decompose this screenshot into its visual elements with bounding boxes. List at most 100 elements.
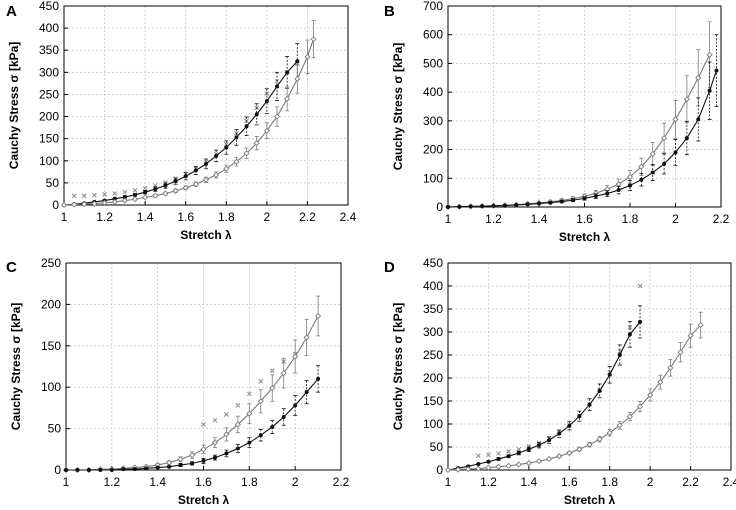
data-point	[516, 446, 522, 452]
data-point	[121, 197, 128, 204]
data-point	[284, 95, 291, 102]
panel-c: C 1 1.2 1.4 1.6 1.8 2 2.2 0 50 100 150 200 250 Stretc…	[6, 256, 350, 507]
y-tick-label: 300	[423, 114, 443, 128]
data-point	[593, 194, 598, 199]
data-point	[152, 192, 159, 199]
y-tick-label: 150	[423, 394, 443, 408]
data-point	[514, 202, 519, 207]
data-point	[502, 203, 507, 208]
data-point	[224, 412, 229, 417]
data-point	[647, 391, 654, 399]
data-point	[476, 462, 481, 467]
y-axis-label: Cauchy Stress σ [kPa]	[391, 43, 405, 171]
data-point	[71, 193, 77, 199]
data-point	[254, 112, 259, 117]
data-point	[213, 171, 220, 178]
data-point	[247, 440, 252, 445]
data-point	[475, 453, 481, 459]
data-point	[606, 429, 613, 436]
data-point	[294, 75, 301, 83]
data-point	[465, 466, 472, 473]
data-point	[163, 180, 168, 185]
panel-b-plot: 1 1.2 1.4 1.6 1.8 2 2.2 0 100 200 300 400 500 600 700 S…	[391, 0, 730, 244]
data-point	[264, 99, 269, 104]
plot-frame	[447, 262, 732, 471]
data-point	[506, 454, 511, 459]
data-point	[638, 163, 645, 170]
plot-frame	[65, 262, 342, 471]
panel-a: A 1 1.2 1.4 1.6 1.8 2 2.2 2.4 0 50 100 150 200 250 300…	[6, 0, 357, 242]
series-line	[63, 60, 298, 206]
data-point	[496, 456, 501, 461]
data-point	[626, 413, 633, 420]
y-tick-label: 450	[423, 256, 443, 270]
data-point	[202, 176, 210, 183]
y-tick-label: 450	[39, 0, 59, 13]
data-point	[557, 431, 562, 436]
data-point	[211, 439, 218, 446]
y-tick-label: 200	[41, 297, 61, 311]
data-point	[455, 466, 462, 473]
y-tick-label: 400	[423, 279, 443, 293]
data-point	[537, 201, 541, 206]
data-point	[273, 113, 281, 120]
y-tick-label: 50	[46, 176, 60, 190]
data-point	[102, 192, 107, 197]
data-point	[637, 283, 643, 289]
data-point	[696, 117, 701, 122]
y-tick-label: 200	[39, 110, 59, 124]
data-point	[223, 165, 230, 172]
data-point	[525, 202, 530, 207]
y-tick-label: 100	[423, 417, 443, 431]
data-point	[587, 402, 592, 407]
series-1	[62, 295, 322, 474]
x-tick-label: 1.2	[103, 475, 120, 489]
data-point	[525, 460, 532, 467]
data-point	[444, 466, 452, 474]
y-tick-label: 400	[423, 85, 443, 99]
data-point	[495, 463, 502, 470]
data-point	[269, 368, 275, 373]
data-point	[192, 181, 199, 188]
x-axis-label: Stretch λ	[178, 493, 230, 507]
y-tick-label: 100	[423, 171, 443, 185]
panel-b: B 1 1.2 1.4 1.6 1.8 2 2.2 0 100 200 300 400 500 600 70…	[384, 0, 730, 244]
data-point	[626, 173, 634, 180]
x-tick-label: 2	[647, 475, 654, 489]
x-tick-label: 1.2	[480, 475, 497, 489]
data-point	[183, 174, 188, 179]
data-point	[201, 422, 206, 427]
panel-d-plot: 1 1.2 1.4 1.6 1.8 2 2.2 2.4 0 50 100 150 200 250 300 35…	[391, 256, 736, 507]
data-point	[457, 204, 462, 209]
data-point	[627, 332, 632, 337]
data-point	[293, 403, 298, 408]
x-axis-label: Stretch λ	[180, 228, 232, 242]
data-point	[214, 153, 219, 158]
data-point	[263, 127, 270, 134]
series-line	[447, 324, 702, 471]
series-line	[447, 321, 641, 471]
y-tick-label: 0	[436, 200, 443, 214]
x-tick-label: 2.4	[340, 210, 357, 224]
x-tick-label: 1.6	[561, 475, 578, 489]
data-point	[224, 451, 229, 456]
data-point	[131, 196, 139, 203]
y-tick-label: 350	[423, 302, 443, 316]
data-point	[657, 379, 664, 386]
data-point	[234, 135, 239, 140]
x-tick-label: 2	[264, 210, 271, 224]
data-point	[122, 189, 128, 195]
x-axis-label: Stretch λ	[559, 230, 611, 244]
y-tick-label: 600	[423, 28, 443, 42]
data-point	[556, 453, 563, 460]
data-point	[246, 391, 252, 397]
data-point	[144, 466, 149, 471]
data-point	[285, 70, 290, 75]
x-tick-label: 2	[672, 212, 679, 226]
x-tick-label: 1.4	[149, 475, 166, 489]
x-tick-label: 2.2	[299, 210, 316, 224]
y-tick-label: 0	[54, 463, 61, 477]
x-tick-label: 1	[61, 210, 68, 224]
data-point	[189, 452, 196, 459]
data-point	[714, 68, 719, 73]
